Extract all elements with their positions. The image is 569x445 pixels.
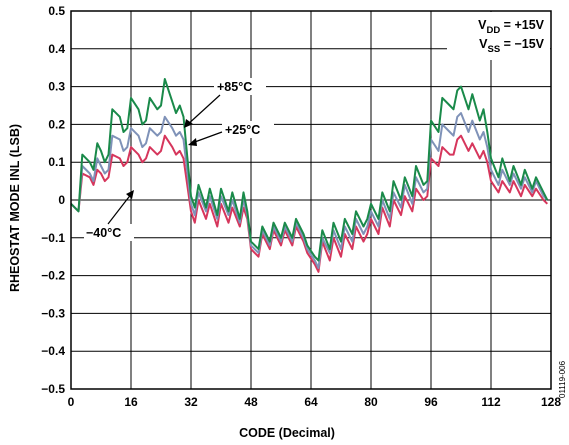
x-tick-label: 16: [124, 395, 138, 409]
series-line-25c: [70, 112, 549, 269]
vss-label: VSS = −15V: [479, 37, 544, 55]
arrow-85c-line: [185, 94, 221, 127]
y-tick-label: −0.5: [41, 382, 65, 396]
arrow-25c-line: [191, 131, 223, 144]
vdd-label: VDD = +15V: [478, 18, 545, 36]
x-tick-label: 96: [424, 395, 438, 409]
y-tick-label: 0.1: [48, 155, 65, 169]
x-tick-label: 32: [184, 395, 198, 409]
x-axis-title: CODE (Decimal): [239, 426, 335, 440]
y-tick-label: 0.3: [48, 80, 65, 94]
series-line-m40c: [70, 134, 549, 273]
label-m40c-bg: [84, 224, 134, 241]
supply-annotation-box: [447, 12, 550, 60]
x-tick-label: 128: [541, 395, 561, 409]
arrow-m40c-line: [107, 192, 133, 225]
y-tick-label: 0.5: [48, 4, 65, 18]
series-line-85c: [70, 78, 549, 262]
series-label-m40c: −40°C: [86, 226, 121, 240]
x-tick-label: 64: [304, 395, 318, 409]
x-tick-label: 48: [244, 395, 258, 409]
label-25c-bg: [222, 121, 274, 138]
x-tick-label: 112: [481, 395, 501, 409]
x-tick-labels: 0 16 32 48 64 80 96 112 128: [68, 395, 562, 409]
figure-id: 01119-006: [558, 360, 567, 398]
series-label-25c: +25°C: [225, 123, 260, 137]
x-tick-label: 0: [68, 395, 75, 409]
arrow-m40c-head: [126, 190, 134, 199]
y-tick-label: 0: [58, 193, 65, 207]
series-label-85c: +85°C: [217, 80, 252, 94]
arrow-25c-head: [188, 138, 197, 146]
x-tick-label: 80: [364, 395, 378, 409]
y-tick-label: 0.4: [48, 42, 65, 56]
series-lines: [70, 78, 549, 273]
label-85c-bg: [214, 78, 266, 95]
y-tick-label: −0.1: [41, 231, 65, 245]
y-axis-title: RHEOSTAT MODE INL (LSB): [8, 124, 22, 292]
y-tick-labels: 0.5 0.4 0.3 0.2 0.1 0 −0.1 −0.2 −0.3 −0.4 −0.5: [41, 4, 65, 396]
y-tick-label: −0.4: [41, 344, 65, 358]
y-tick-label: −0.2: [41, 269, 65, 283]
plot-frame: [70, 10, 552, 390]
grid: [71, 11, 551, 389]
y-tick-label: 0.2: [48, 117, 65, 131]
arrow-85c-head: [184, 119, 193, 128]
y-tick-label: −0.3: [41, 306, 65, 320]
